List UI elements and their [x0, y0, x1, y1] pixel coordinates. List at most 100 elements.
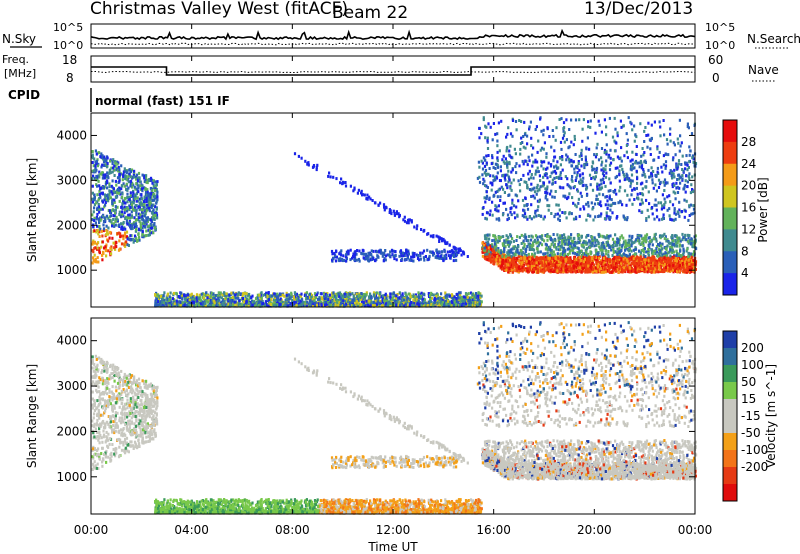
scatter-cell — [293, 302, 296, 306]
scatter-cell — [141, 187, 144, 191]
scatter-cell — [668, 250, 671, 254]
scatter-cell — [287, 293, 290, 297]
scatter-cell — [605, 171, 608, 175]
scatter-cell — [521, 198, 525, 202]
power-scatter-cells — [91, 116, 698, 308]
scatter-cell — [442, 237, 445, 241]
scatter-cell — [394, 254, 397, 258]
scatter-cell — [146, 193, 149, 197]
scatter-cell — [454, 249, 457, 253]
scatter-cell — [288, 297, 291, 301]
scatter-cell — [220, 300, 223, 304]
scatter-cell — [416, 302, 419, 305]
scatter-cell — [692, 157, 695, 161]
scatter-cell — [135, 173, 139, 177]
scatter-cell — [592, 259, 595, 263]
scatter-cell — [456, 292, 459, 296]
scatter-cell — [211, 303, 214, 307]
scatter-cell — [628, 234, 631, 238]
scatter-cell — [122, 175, 125, 179]
scatter-cell — [418, 304, 421, 308]
scatter-cell — [101, 200, 105, 204]
scatter-cell — [553, 268, 556, 272]
scatter-cell — [365, 256, 368, 260]
scatter-cell — [129, 238, 132, 242]
scatter-cell — [124, 240, 127, 244]
scatter-cell — [247, 302, 250, 306]
scatter-cell — [149, 179, 152, 182]
scatter-cell — [347, 249, 350, 253]
scatter-cell — [598, 183, 601, 187]
scatter-cell — [378, 250, 381, 254]
scatter-cell — [476, 294, 479, 298]
scatter-cell — [317, 297, 320, 301]
scatter-cell — [125, 219, 128, 223]
scatter-cell — [146, 190, 149, 194]
scatter-cell — [351, 292, 354, 296]
scatter-cell — [139, 228, 142, 232]
scatter-cell — [151, 199, 154, 202]
scatter-cell — [655, 189, 658, 193]
scatter-cell — [399, 304, 402, 308]
scatter-cell — [95, 178, 98, 182]
scatter-cell — [468, 304, 471, 308]
scatter-cell — [140, 193, 143, 197]
scatter-cell — [101, 240, 104, 244]
scatter-cell — [459, 249, 462, 253]
scatter-cell — [673, 211, 676, 215]
scatter-cell — [274, 304, 277, 308]
scatter-cell — [688, 204, 691, 208]
scatter-cell — [101, 234, 104, 238]
scatter-cell — [536, 239, 539, 242]
scatter-cell — [318, 297, 321, 301]
scatter-cell — [414, 293, 418, 297]
scatter-cell — [104, 196, 107, 200]
scatter-cell — [250, 296, 253, 299]
scatter-cell — [471, 295, 474, 299]
scatter-cell — [148, 224, 151, 228]
scatter-cell — [361, 300, 364, 304]
scatter-cell — [523, 212, 527, 216]
scatter-cell — [205, 299, 208, 303]
scatter-cell — [145, 219, 148, 223]
scatter-cell — [144, 176, 148, 180]
scatter-cell — [131, 226, 134, 230]
scatter-cell — [348, 302, 352, 306]
scatter-cell — [279, 292, 282, 296]
scatter-cell — [200, 292, 203, 296]
scatter-cell — [355, 252, 358, 256]
scatter-cell — [467, 301, 470, 305]
scatter-cell — [453, 295, 456, 299]
scatter-cell — [194, 304, 197, 308]
scatter-cell — [366, 256, 369, 260]
scatter-cell — [428, 301, 431, 305]
scatter-cell — [590, 244, 594, 248]
scatter-cell — [351, 298, 354, 302]
scatter-cell — [177, 295, 180, 298]
scatter-cell — [356, 303, 359, 307]
scatter-cell — [587, 201, 590, 205]
scatter-cell — [360, 295, 364, 299]
scatter-cell — [343, 292, 346, 296]
scatter-cell — [656, 244, 659, 248]
scatter-cell — [137, 178, 140, 182]
scatter-cell — [254, 297, 258, 301]
scatter-cell — [444, 254, 447, 258]
scatter-cell — [128, 216, 131, 220]
scatter-cell — [296, 299, 299, 303]
scatter-cell — [344, 259, 348, 263]
scatter-cell — [238, 298, 241, 302]
scatter-cell — [265, 294, 268, 298]
scatter-cell — [651, 212, 654, 216]
scatter-cell — [150, 178, 154, 182]
scatter-cell — [389, 304, 392, 308]
scatter-cell — [590, 201, 593, 205]
scatter-cell — [546, 191, 549, 195]
scatter-cell — [392, 292, 395, 296]
scatter-cell — [189, 295, 193, 299]
freq-left-tick-top: 18 — [62, 53, 77, 67]
scatter-cell — [121, 202, 124, 206]
scatter-cell — [106, 162, 109, 165]
scatter-cell — [151, 189, 154, 192]
